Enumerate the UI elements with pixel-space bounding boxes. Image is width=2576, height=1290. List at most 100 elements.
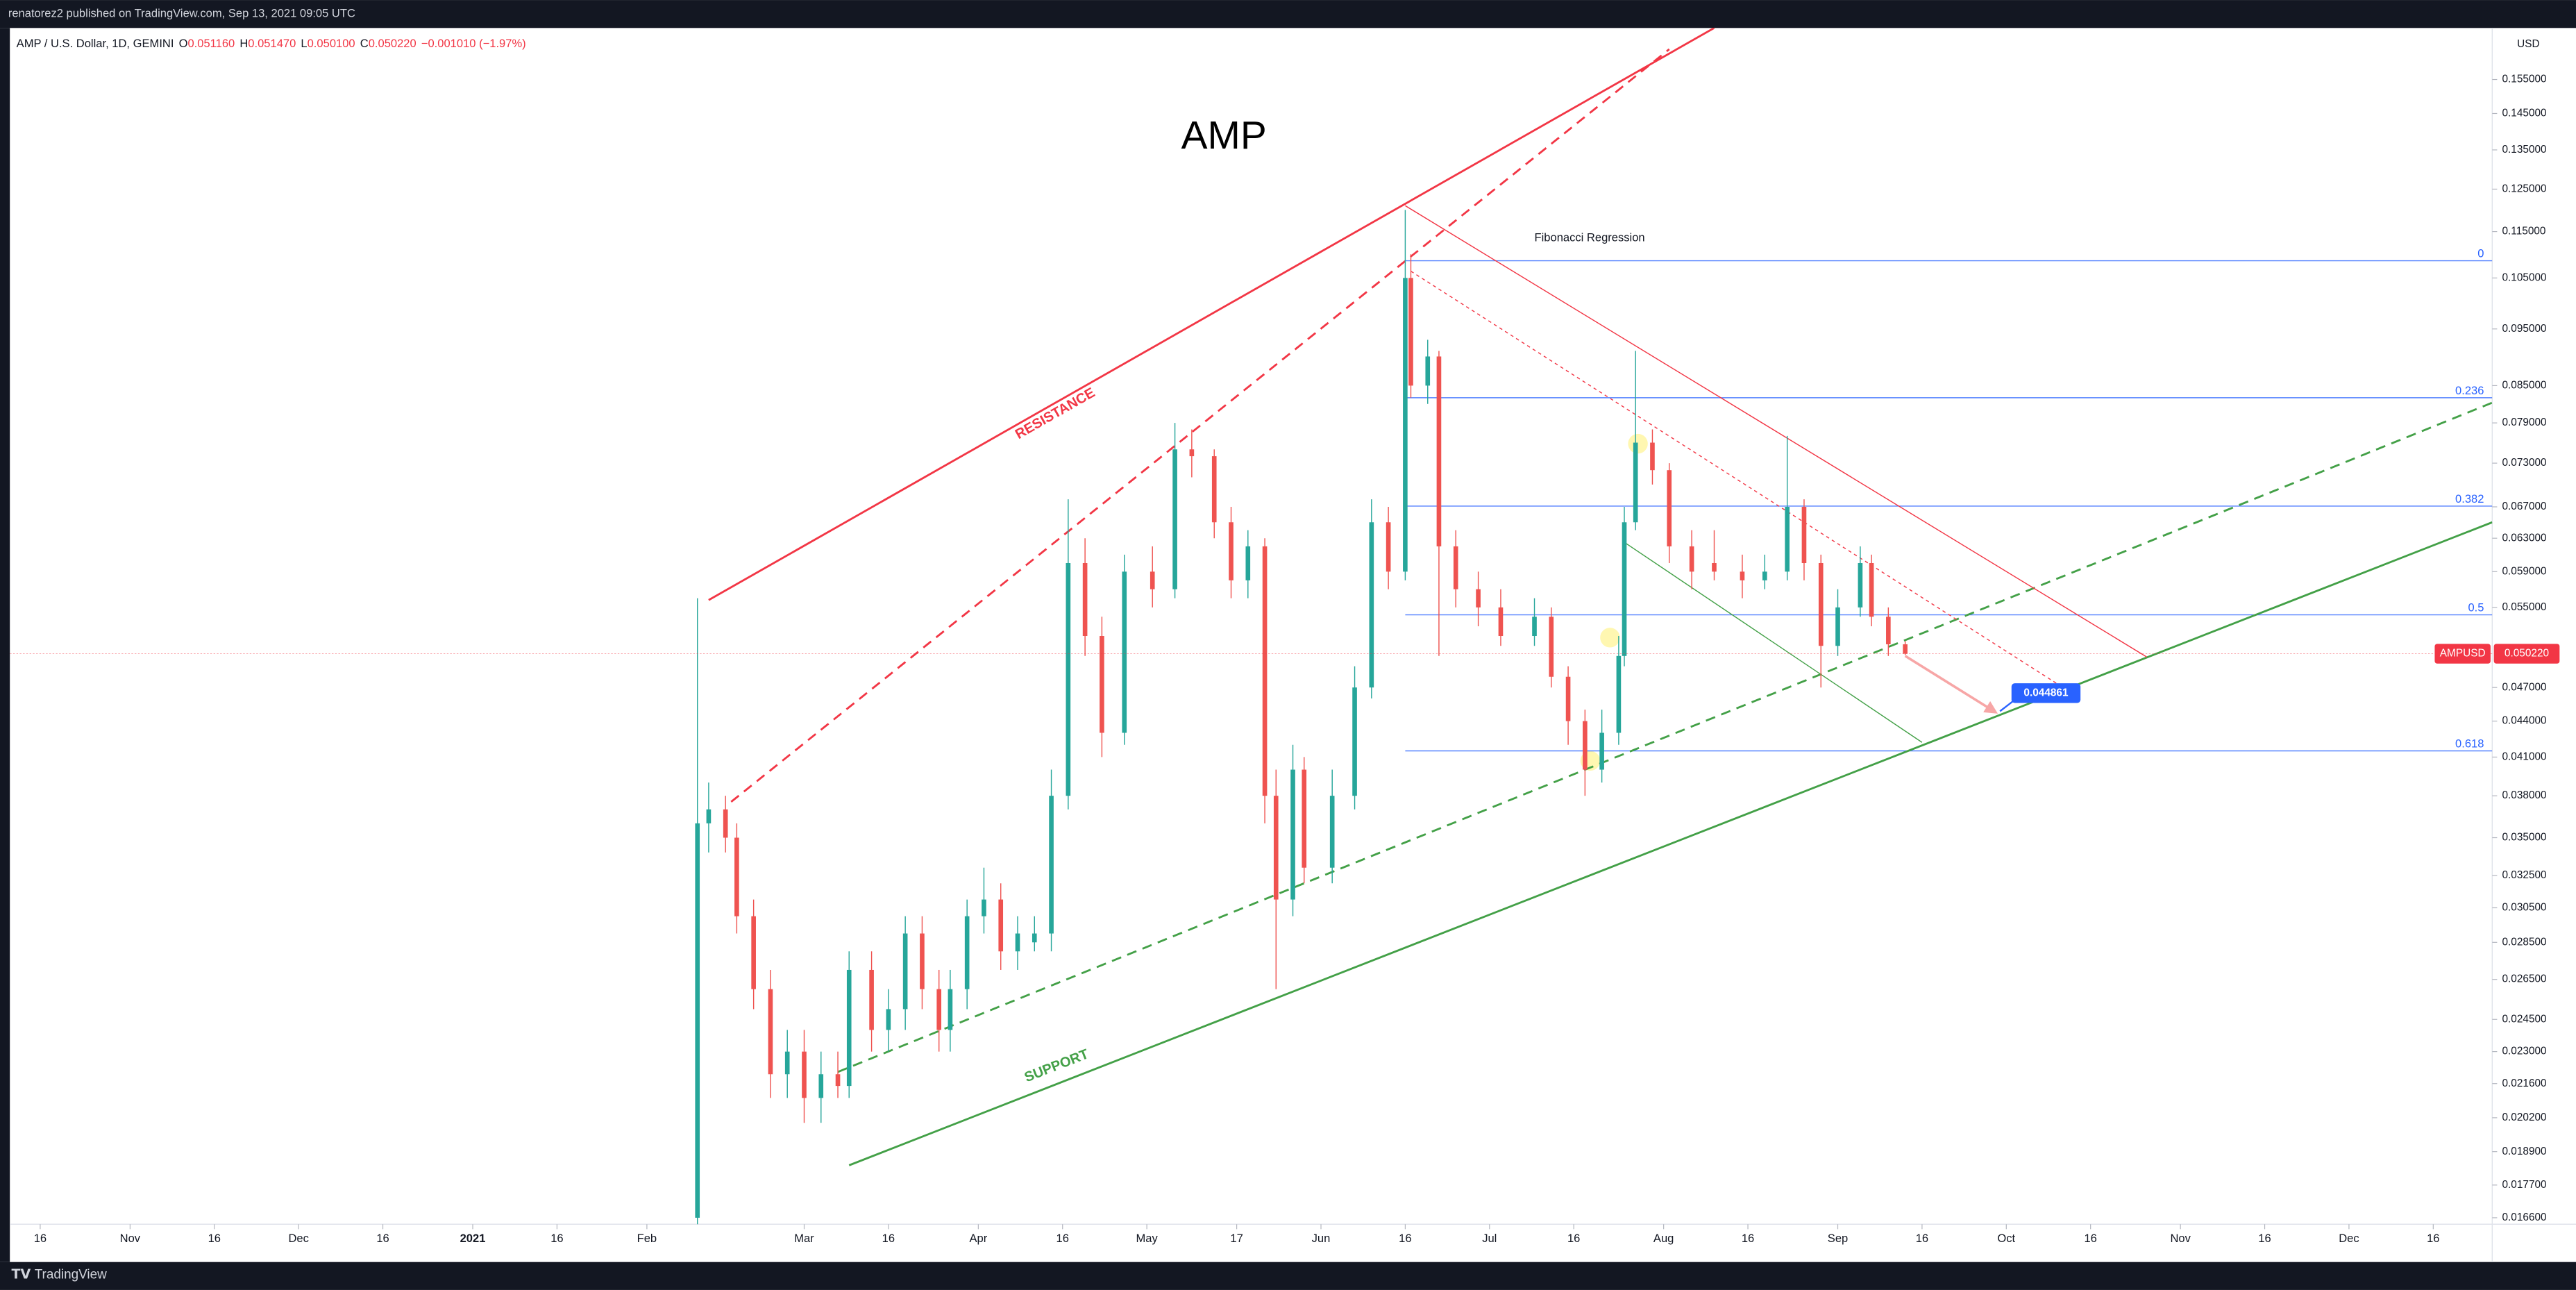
y-tick-label: 0.030500 bbox=[2502, 902, 2546, 914]
y-tick-label: 0.044000 bbox=[2502, 715, 2546, 727]
target-box bbox=[2011, 683, 2081, 703]
y-tick-label: 0.085000 bbox=[2502, 379, 2546, 391]
x-tick-label: Feb bbox=[637, 1232, 657, 1245]
y-tick-label: 0.145000 bbox=[2502, 108, 2546, 119]
trend-line bbox=[708, 28, 1715, 601]
x-tick-label: Nov bbox=[120, 1232, 141, 1245]
y-tick-label: 0.020200 bbox=[2502, 1112, 2546, 1123]
y-tick-label: 0.067000 bbox=[2502, 501, 2546, 512]
candle-body bbox=[1667, 470, 1672, 546]
brand: TradingView bbox=[35, 1268, 107, 1282]
x-tick-label: Apr bbox=[969, 1232, 987, 1245]
y-tick-label: 0.028500 bbox=[2502, 936, 2546, 948]
symbol-low: 0.050100 bbox=[308, 37, 355, 50]
symbol-close-key: C bbox=[360, 37, 369, 50]
symbol-high: 0.051470 bbox=[248, 37, 296, 50]
candle-body bbox=[1616, 655, 1622, 733]
y-tick-label: 0.073000 bbox=[2502, 457, 2546, 469]
candle-body bbox=[1599, 732, 1604, 770]
candle-body bbox=[706, 809, 712, 823]
candle-body bbox=[902, 933, 908, 1010]
x-tick-label: 16 bbox=[882, 1232, 895, 1245]
footer-bar bbox=[0, 1262, 2576, 1290]
candle-body bbox=[1049, 796, 1054, 934]
candle-body bbox=[1386, 522, 1391, 572]
candle-body bbox=[1532, 617, 1537, 637]
candle-body bbox=[920, 933, 925, 989]
candle-body bbox=[1565, 676, 1571, 721]
x-tick-label: May bbox=[1136, 1232, 1158, 1245]
candle-body bbox=[964, 916, 970, 989]
candle-body bbox=[818, 1074, 824, 1098]
x-tick-label: 16 bbox=[1057, 1232, 1069, 1245]
left-edge bbox=[0, 28, 10, 1262]
candle-body bbox=[936, 989, 942, 1030]
y-tick-label: 0.023000 bbox=[2502, 1046, 2546, 1057]
y-unit: USD bbox=[2517, 38, 2539, 50]
trend-line bbox=[848, 521, 2493, 1166]
candle-body bbox=[1785, 507, 1790, 572]
candle-body bbox=[1740, 571, 1745, 580]
candle-body bbox=[1858, 562, 1863, 608]
candle-body bbox=[948, 989, 953, 1030]
target-label: 0.044861 bbox=[2023, 687, 2069, 698]
x-tick-label: 16 bbox=[376, 1232, 389, 1245]
chart-title: AMP bbox=[1181, 114, 1267, 158]
candle-body bbox=[768, 989, 773, 1075]
y-tick-label: 0.018900 bbox=[2502, 1146, 2546, 1157]
candle-body bbox=[1622, 522, 1627, 656]
candle-body bbox=[1290, 769, 1295, 900]
candle-body bbox=[695, 823, 700, 1218]
x-tick-label: 16 bbox=[2258, 1232, 2271, 1245]
candle-body bbox=[734, 837, 739, 916]
price-tag bbox=[2493, 644, 2560, 664]
candle-body bbox=[1408, 278, 1413, 386]
candle-body bbox=[982, 899, 986, 916]
candle-body bbox=[1818, 562, 1824, 646]
logo-mark: 𝗧𝗩 bbox=[12, 1268, 31, 1282]
candle-body bbox=[802, 1051, 807, 1098]
y-tick-label: 0.047000 bbox=[2502, 681, 2546, 693]
trend-line bbox=[1411, 271, 2069, 692]
x-tick-label: 16 bbox=[34, 1232, 47, 1245]
candle-body bbox=[1015, 933, 1020, 952]
candle-body bbox=[1583, 721, 1588, 770]
candle-body bbox=[846, 969, 852, 1087]
candle-body bbox=[1329, 796, 1335, 868]
fib-ratio: 0.236 bbox=[2455, 384, 2484, 397]
candle-body bbox=[1262, 546, 1268, 796]
candle-body bbox=[1369, 522, 1374, 688]
y-tick-label: 0.038000 bbox=[2502, 789, 2546, 801]
candle-body bbox=[784, 1051, 790, 1075]
fib-ratio: 0.382 bbox=[2455, 492, 2484, 505]
candle-body bbox=[1082, 562, 1088, 637]
trend-line bbox=[1405, 205, 2147, 657]
candle-body bbox=[835, 1074, 841, 1087]
symbol-high-key: H bbox=[239, 37, 248, 50]
candle-body bbox=[869, 969, 874, 1030]
candle-body bbox=[1425, 356, 1431, 386]
top-bar bbox=[0, 0, 2576, 28]
x-tick-label: Sep bbox=[1828, 1232, 1848, 1245]
candle-body bbox=[1352, 687, 1357, 796]
y-tick-label: 0.017700 bbox=[2502, 1179, 2546, 1191]
y-tick-label: 0.115000 bbox=[2502, 226, 2545, 237]
plot-area bbox=[695, 28, 2493, 1225]
fib-ratio: 0.5 bbox=[2468, 601, 2484, 614]
x-tick-label: 16 bbox=[1916, 1232, 1928, 1245]
x-tick-label: 16 bbox=[550, 1232, 563, 1245]
candle-body bbox=[1189, 449, 1195, 457]
x-tick-label: Dec bbox=[2339, 1232, 2359, 1245]
candle-body bbox=[1066, 562, 1071, 796]
x-tick-label: Oct bbox=[1997, 1232, 2015, 1245]
candle-body bbox=[1712, 562, 1717, 572]
x-tick-label: 16 bbox=[1567, 1232, 1580, 1245]
candle-body bbox=[1150, 571, 1155, 589]
x-tick-label: Aug bbox=[1653, 1232, 1674, 1245]
fib-ratio: 0.618 bbox=[2455, 737, 2484, 750]
candle-body bbox=[1229, 522, 1234, 580]
candle-body bbox=[1549, 617, 1554, 677]
symbol-tag-label: AMPUSD bbox=[2440, 648, 2486, 660]
